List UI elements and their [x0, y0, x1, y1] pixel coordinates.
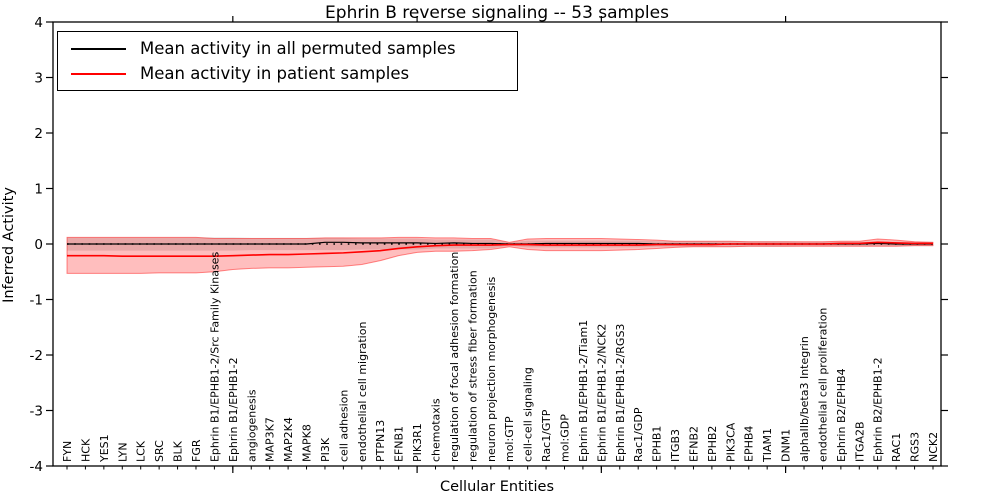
permuted-line-swatch	[71, 47, 126, 50]
x-tick-label: PIK3CA	[724, 422, 737, 462]
x-tick-label: mol:GTP	[503, 416, 516, 462]
x-tick-label: FYN	[61, 441, 74, 462]
x-axis-label: Cellular Entities	[439, 479, 555, 495]
y-tick-label: 4	[34, 15, 43, 31]
y-tick-label: 0	[34, 237, 43, 253]
x-tick-label: Ephrin B1/EPHB1-2/NCK2	[595, 324, 608, 462]
x-tick-label: cell-cell signaling	[522, 367, 535, 462]
x-tick-label: MAP3K7	[264, 417, 277, 462]
x-tick-label: cell adhesion	[337, 390, 350, 462]
x-tick-label: RGS3	[909, 432, 922, 462]
x-tick-label: endothelial cell proliferation	[816, 308, 829, 462]
y-tick-label: 1	[34, 182, 43, 198]
y-tick-label: 3	[34, 71, 43, 87]
x-tick-label: chemotaxis	[430, 398, 443, 462]
x-tick-label: TIAM1	[761, 428, 774, 463]
x-tick-label: alphaIIb/beta3 Integrin	[798, 336, 811, 462]
x-tick-label: Ephrin B1/EPHB1-2/Tiam1	[577, 320, 590, 462]
legend: Mean activity in all permuted samples Me…	[57, 31, 518, 91]
x-tick-label: mol:GDP	[558, 414, 571, 462]
patient-samples-std-band	[66, 236, 934, 274]
chart-title: Ephrin B reverse signaling -- 53 samples	[325, 3, 669, 23]
y-tick-label: -4	[30, 459, 43, 475]
x-tick-label: MAPK8	[301, 424, 314, 462]
x-tick-label: LCK	[135, 440, 148, 462]
x-tick-label: NCK2	[927, 432, 940, 462]
x-tick-label: Ephrin B2/EPHB4	[835, 368, 848, 462]
y-tick-label: -3	[30, 404, 43, 420]
legend-entry-permuted: Mean activity in all permuted samples	[58, 37, 517, 61]
y-tick-label: -2	[30, 348, 43, 364]
x-tick-label: EPHB1	[651, 426, 664, 462]
legend-label-patient: Mean activity in patient samples	[140, 64, 410, 83]
x-tick-label: Ephrin B1/EPHB1-2	[227, 357, 240, 462]
x-tick-label: Ephrin B1/EPHB1-2/RGS3	[614, 324, 627, 462]
x-tick-label: Rac1/GDP	[632, 407, 645, 462]
patient-mean-line	[67, 241, 933, 258]
x-tick-label: Ephrin B2/EPHB1-2	[872, 357, 885, 462]
patient-line-swatch	[71, 72, 126, 75]
x-tick-label: EFNB1	[393, 426, 406, 462]
x-tick-label: BLK	[172, 440, 185, 462]
x-tick-label: PI3K	[319, 437, 332, 462]
x-tick-label: DNM1	[780, 429, 793, 462]
x-tick-label: Ephrin B1/EPHB1-2/Src Family Kinases	[208, 252, 221, 462]
x-tick-label: ITGA2B	[853, 421, 866, 462]
x-tick-label: ITGB3	[669, 429, 682, 462]
x-tick-label: PTPN13	[374, 420, 387, 462]
x-tick-label: regulation of stress fiber formation	[466, 270, 479, 462]
x-tick-label: LYN	[116, 442, 129, 462]
y-tick-label: -1	[30, 293, 43, 309]
x-tick-label: YES1	[98, 434, 111, 463]
x-tick-label: Rac1/GTP	[540, 409, 553, 462]
x-tick-label: endothelial cell migration	[356, 322, 369, 462]
x-tick-label: FGR	[190, 439, 203, 462]
x-tick-label: PIK3R1	[411, 423, 424, 462]
x-tick-label: SRC	[153, 440, 166, 462]
x-tick-label: EPHB2	[706, 426, 719, 462]
x-tick-label: regulation of focal adhesion formation	[448, 252, 461, 462]
x-tick-label: EPHB4	[743, 426, 756, 462]
x-tick-label: MAP2K4	[282, 417, 295, 462]
x-tick-label: RAC1	[890, 433, 903, 462]
x-tick-label: HCK	[79, 438, 92, 462]
legend-entry-patient: Mean activity in patient samples	[58, 62, 517, 86]
x-tick-label: angiogenesis	[245, 389, 258, 462]
x-tick-label: neuron projection morphogenesis	[485, 276, 498, 462]
legend-label-permuted: Mean activity in all permuted samples	[140, 39, 456, 58]
x-tick-label: EFNB2	[687, 426, 700, 462]
y-tick-label: 2	[34, 126, 43, 142]
